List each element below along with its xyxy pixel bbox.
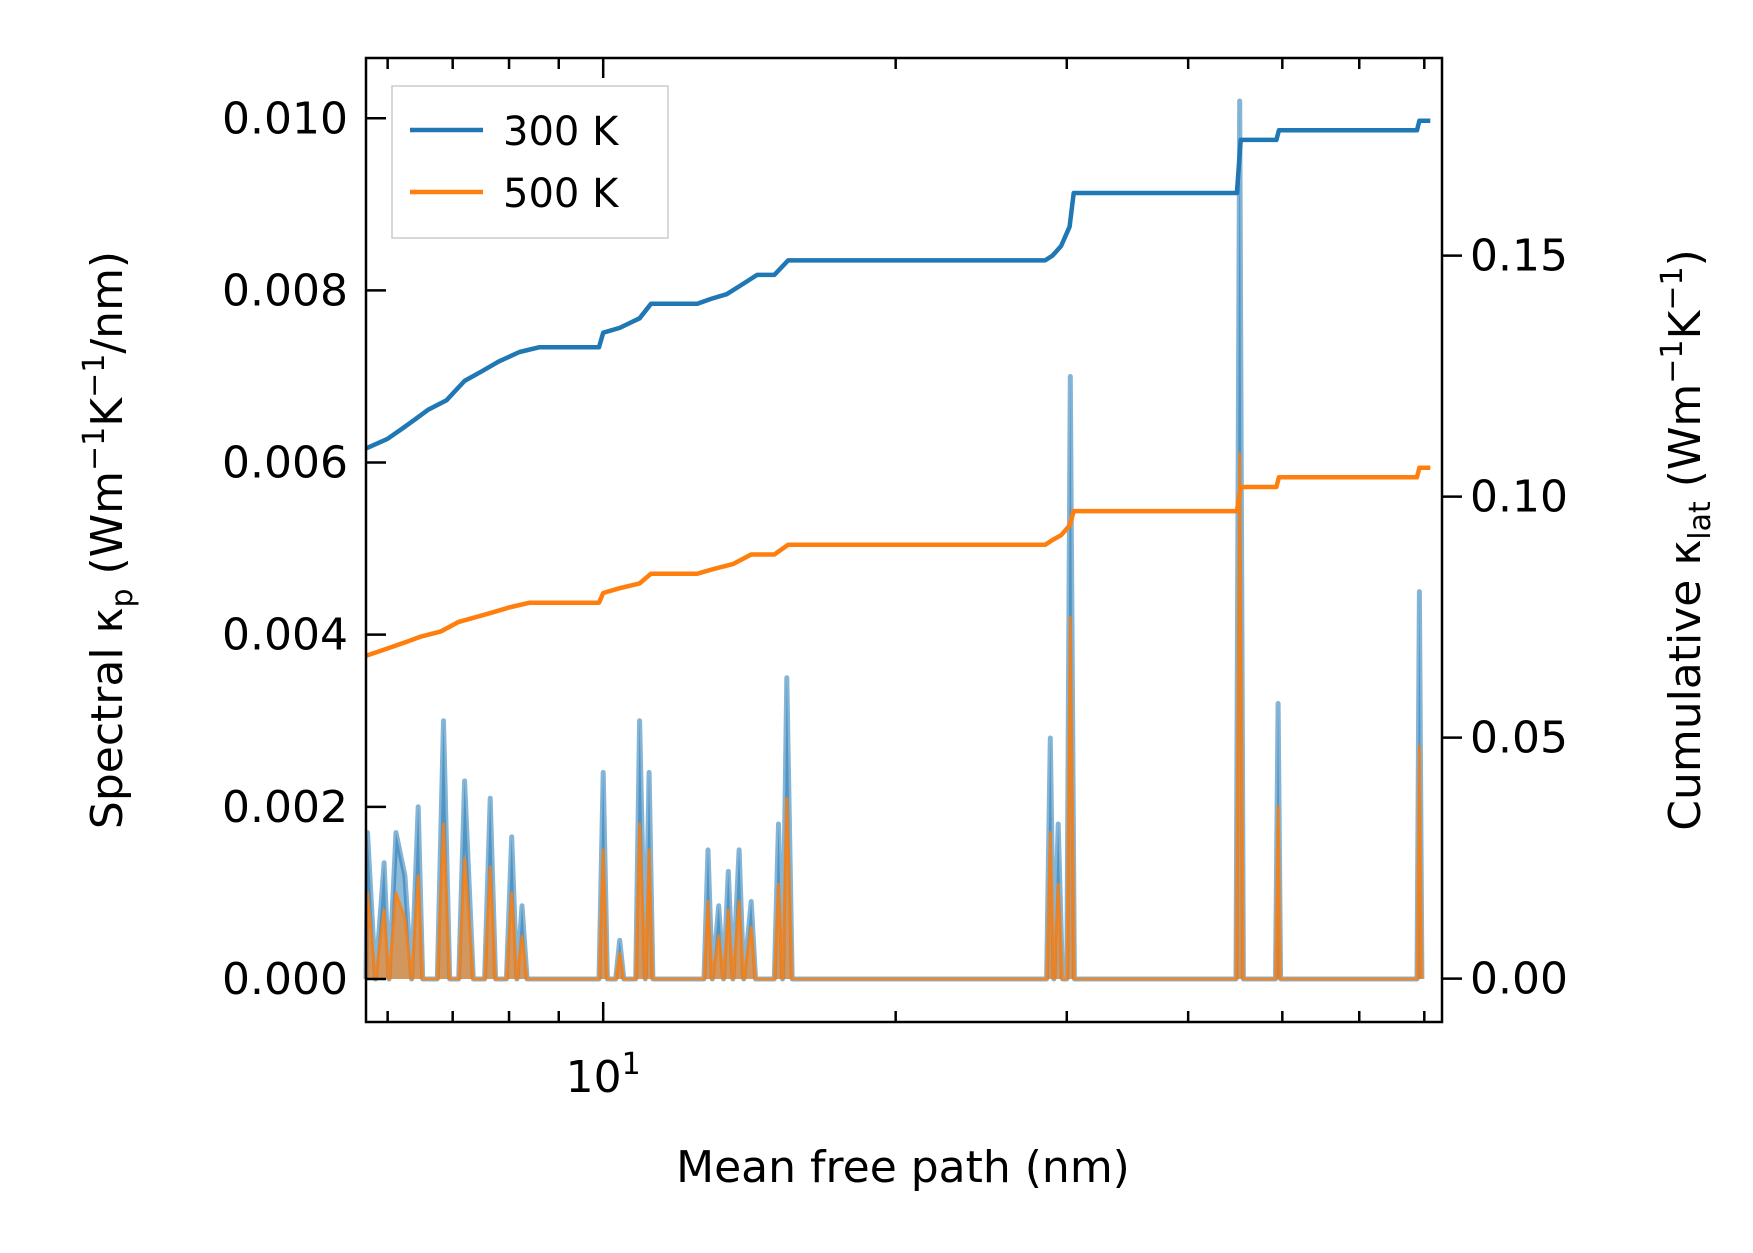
left-y-tick-label: 0.000 <box>222 954 348 1005</box>
left-y-label-end: /nm) <box>82 251 133 354</box>
legend-frame <box>391 85 669 239</box>
left-y-tick-label: 0.002 <box>222 782 348 833</box>
right-y-tick-label: 0.00 <box>1470 954 1568 1005</box>
right-y-tick-label: 0.05 <box>1470 713 1568 764</box>
plot-area <box>363 98 1431 982</box>
left-y-label-sub: p <box>105 588 140 607</box>
right-y-label-k: K <box>1660 309 1711 339</box>
right-y-label-sup1: −1 <box>1655 339 1690 383</box>
legend-label-300k: 300 K <box>503 109 620 155</box>
left-y-label-sup1: −1 <box>77 427 112 471</box>
x-axis-title: Mean free path (nm) <box>676 1142 1130 1193</box>
x-tick-label-10: 101 <box>566 1047 641 1103</box>
left-y-tick-label: 0.010 <box>222 93 348 144</box>
right-y-tick-label: 0.15 <box>1470 231 1568 282</box>
legend-label-500k: 500 K <box>503 171 620 217</box>
right-y-label-sup2: −1 <box>1655 266 1690 310</box>
cumulative-line-300k <box>365 118 1431 451</box>
left-y-tick-label: 0.006 <box>222 438 348 489</box>
left-y-tick-label: 0.008 <box>222 265 348 316</box>
right-y-axis-title: Cumulative κlat (Wm−1K−1) <box>1655 249 1718 831</box>
legend: 300 K 500 K <box>391 85 669 239</box>
cumulative-line-500k <box>365 465 1431 658</box>
spectral-line-500k <box>364 452 1424 981</box>
x-tick-base: 10 <box>566 1052 622 1103</box>
x-tick-exponent: 1 <box>622 1047 641 1082</box>
right-y-label-end: ) <box>1660 249 1711 266</box>
axes: 0.000 0.002 0.004 0.006 0.008 0.010 0.00 0.05 0.… <box>222 56 1568 1024</box>
left-y-label-units: (Wm <box>82 471 133 589</box>
left-y-label-k: K <box>82 397 133 427</box>
right-y-tick-label: 0.10 <box>1470 472 1568 523</box>
right-y-label-main: Cumulative κ <box>1660 540 1711 831</box>
left-y-axis-title: Spectral κp (Wm−1K−1/nm) <box>77 251 140 829</box>
right-y-label-units: (Wm <box>1660 384 1711 502</box>
plot-frame <box>364 56 1444 1024</box>
right-y-label-sub: lat <box>1683 501 1718 540</box>
left-y-label-main: Spectral κ <box>82 608 133 830</box>
left-y-tick-label: 0.004 <box>222 610 348 661</box>
left-y-label-sup2: −1 <box>77 354 112 398</box>
